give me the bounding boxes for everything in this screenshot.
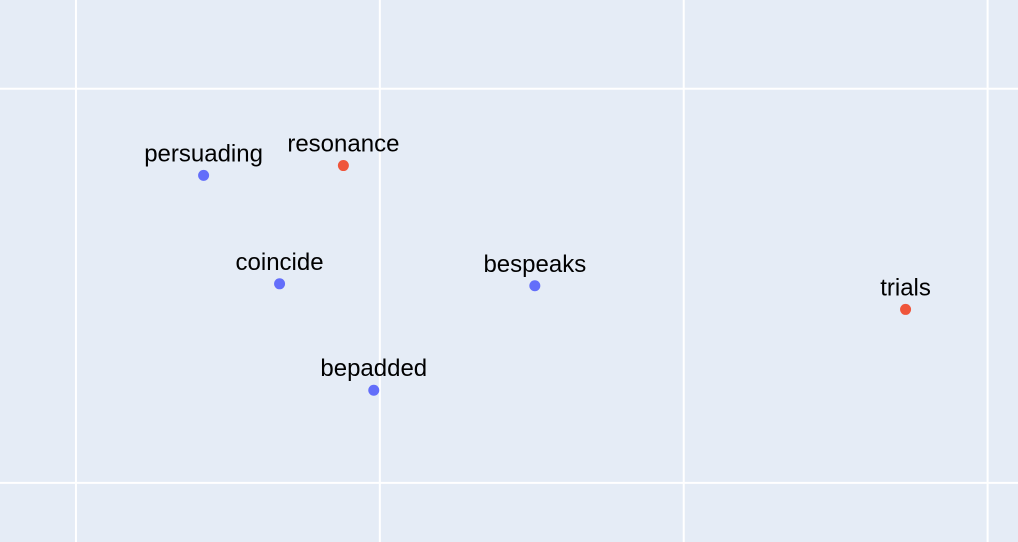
data-point-coincide[interactable] [274, 278, 286, 290]
point-label-persuading: persuading [144, 140, 263, 167]
point-label-bespeaks: bespeaks [483, 251, 586, 278]
points-layer: persuading resonance coincide bespeaks bepad… [144, 131, 931, 396]
data-point-trials[interactable] [900, 303, 912, 315]
data-point-bepadded[interactable] [368, 384, 380, 396]
data-point-persuading[interactable] [198, 169, 210, 181]
point-label-resonance: resonance [287, 131, 399, 158]
point-label-trials: trials [880, 274, 931, 301]
data-point-resonance[interactable] [337, 160, 349, 172]
data-point-bespeaks[interactable] [529, 280, 541, 292]
point-label-bepadded: bepadded [320, 355, 427, 382]
point-label-coincide: coincide [236, 249, 324, 276]
